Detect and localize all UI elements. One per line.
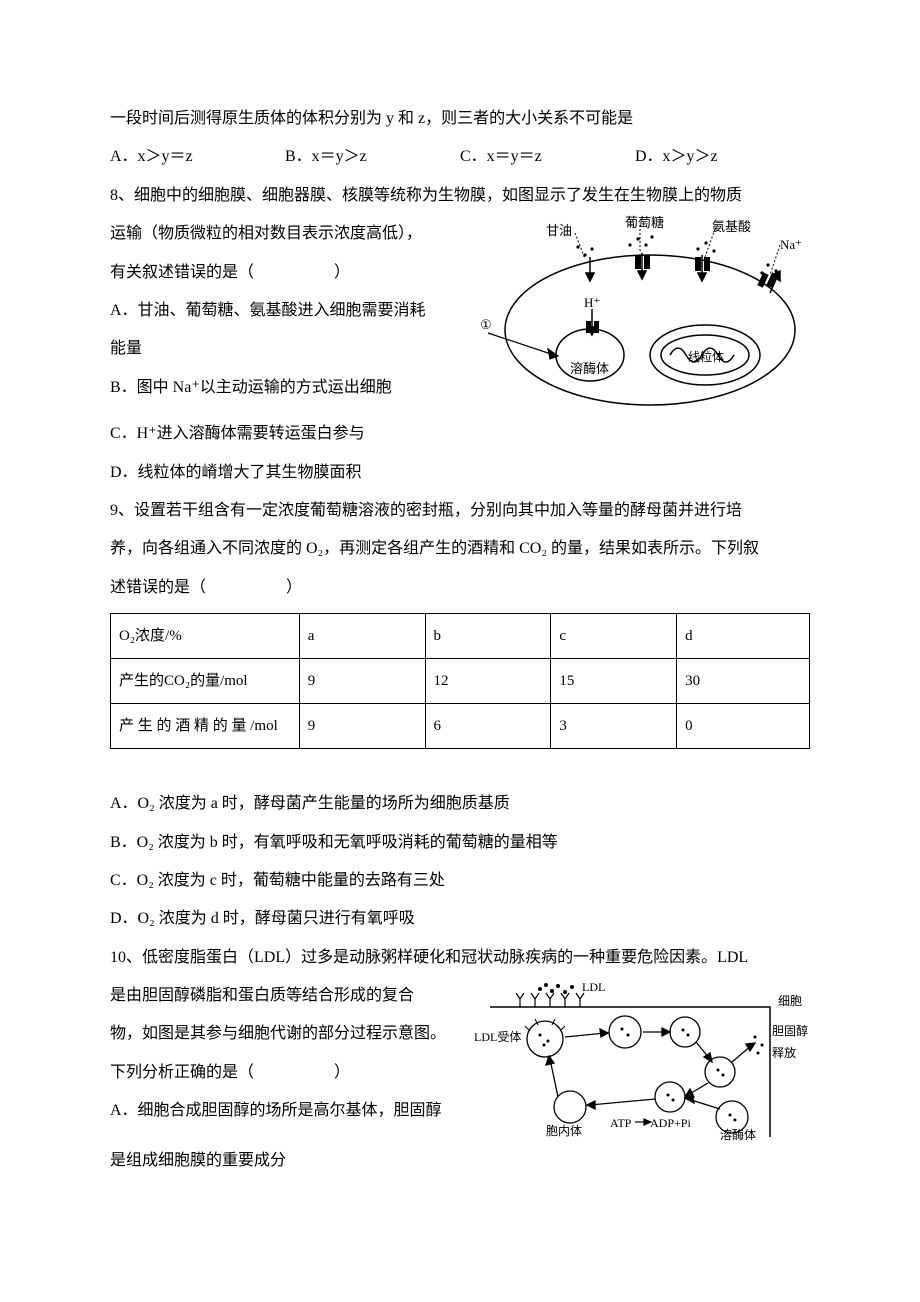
q10-stem-3: 物，如图是其参与细胞代谢的部分过程示意图。 [110, 1015, 470, 1053]
q9-opt-d: D．O₂ 浓度为 d 时，酵母菌只进行有氧呼吸 [110, 900, 810, 938]
label-ldl: LDL [582, 980, 605, 994]
q10-text-col: 是由胆固醇磷脂和蛋白质等结合形成的复合 物，如图是其参与细胞代谢的部分过程示意图… [110, 977, 470, 1131]
q9-r2-4: 0 [677, 704, 810, 749]
q10-block: 是由胆固醇磷脂和蛋白质等结合形成的复合 物，如图是其参与细胞代谢的部分过程示意图… [110, 977, 810, 1142]
q9-r2-2: 6 [425, 704, 551, 749]
q9-th-1: a [299, 614, 425, 659]
label-receptor: LDL受体 [474, 1030, 521, 1044]
label-mito: 线粒体 [688, 349, 724, 364]
label-atp: ATP [610, 1116, 632, 1130]
q9-th-4: d [677, 614, 810, 659]
q10-stem-1: 10、低密度脂蛋白（LDL）过多是动脉粥样硬化和冠状动脉疾病的一种重要危险因素。… [110, 939, 810, 977]
ldl-diagram-icon: LDL 细胞 LDL受体 胆固醇 释放 胞内体 ATP ADP+Pi 溶酶体 [470, 977, 810, 1142]
q9-r2-3: 3 [551, 704, 677, 749]
q10-figure: LDL 细胞 LDL受体 胆固醇 释放 胞内体 ATP ADP+Pi 溶酶体 [470, 977, 810, 1142]
q8-stem-1: 8、细胞中的细胞膜、细胞器膜、核膜等统称为生物膜，如图显示了发生在生物膜上的物质 [110, 177, 810, 215]
q8-opt-a-2: 能量 [110, 330, 480, 368]
label-glucose: 葡萄糖 [625, 215, 664, 230]
q9-th-3: c [551, 614, 677, 659]
q10-opt-a-1: A．细胞合成胆固醇的场所是高尔基体，胆固醇 [110, 1092, 470, 1130]
label-na: Na⁺ [780, 237, 802, 252]
q9-stem-3: 述错误的是（ ） [110, 569, 810, 607]
q9-r1-2: 12 [425, 659, 551, 704]
q9-r1-1: 9 [299, 659, 425, 704]
q9-opt-b: B．O₂ 浓度为 b 时，有氧呼吸和无氧呼吸消耗的葡萄糖的量相等 [110, 824, 810, 862]
label-chol: 胆固醇 [772, 1023, 808, 1038]
q7-opt-c: C．x＝y＝z [460, 138, 635, 176]
label-aa: 氨基酸 [712, 219, 751, 234]
label-lyso: 溶酶体 [570, 361, 609, 376]
q8-block: 运输（物质微粒的相对数目表示浓度高低）， 有关叙述错误的是（ ） A．甘油、葡萄… [110, 215, 810, 415]
q9-r1-0: 产生的CO₂的量/mol [111, 659, 300, 704]
spacer [110, 767, 810, 785]
q9-r1-3: 15 [551, 659, 677, 704]
label-adp: ADP+Pi [650, 1116, 691, 1130]
q9-th-2: b [425, 614, 551, 659]
q10-stem-4: 下列分析正确的是（ ） [110, 1054, 470, 1092]
q8-opt-c: C．H⁺进入溶酶体需要转运蛋白参与 [110, 415, 810, 453]
q8-opt-d: D．线粒体的嵴增大了其生物膜面积 [110, 454, 810, 492]
q9-r2-1: 9 [299, 704, 425, 749]
q10-stem-2: 是由胆固醇磷脂和蛋白质等结合形成的复合 [110, 977, 470, 1015]
table-row: 产生的CO₂的量/mol 9 12 15 30 [111, 659, 810, 704]
q8-stem-3: 有关叙述错误的是（ ） [110, 254, 480, 292]
label-lyso-10: 溶酶体 [720, 1127, 756, 1142]
q8-text-col: 运输（物质微粒的相对数目表示浓度高低）， 有关叙述错误的是（ ） A．甘油、葡萄… [110, 215, 480, 407]
q10-opt-a-2: 是组成细胞膜的重要成分 [110, 1142, 810, 1180]
label-release: 释放 [772, 1045, 796, 1060]
table-row: 产 生 的 酒 精 的 量 /mol 9 6 3 0 [111, 704, 810, 749]
q7-opt-a: A．x＞y＝z [110, 138, 285, 176]
q8-stem-2: 运输（物质微粒的相对数目表示浓度高低）， [110, 215, 480, 253]
label-endo: 胞内体 [546, 1124, 582, 1138]
q9-r2-0: 产 生 的 酒 精 的 量 /mol [111, 704, 300, 749]
q7-opt-b: B．x＝y＞z [285, 138, 460, 176]
label-h: H⁺ [584, 295, 600, 310]
q7-intro: 一段时间后测得原生质体的体积分别为 y 和 z，则三者的大小关系不可能是 [110, 100, 810, 138]
q8-opt-b: B．图中 Na⁺以主动运输的方式运出细胞 [110, 369, 480, 407]
q7-options: A．x＞y＝z B．x＝y＞z C．x＝y＝z D．x＞y＞z [110, 138, 810, 176]
q9-opt-c: C．O₂ 浓度为 c 时，葡萄糖中能量的去路有三处 [110, 862, 810, 900]
q9-opt-a: A．O₂ 浓度为 a 时，酵母菌产生能量的场所为细胞质基质 [110, 785, 810, 823]
q9-th-0: O₂浓度/% [111, 614, 300, 659]
q9-table: O₂浓度/% a b c d 产生的CO₂的量/mol 9 12 15 30 产… [110, 613, 810, 749]
q8-figure: ① 甘油 葡萄糖 氨基酸 Na⁺ H⁺ 溶酶体 线粒体 [480, 215, 810, 415]
q9-stem-1: 9、设置若干组含有一定浓度葡萄糖溶液的密封瓶，分别向其中加入等量的酵母菌并进行培 [110, 492, 810, 530]
q7-opt-d: D．x＞y＞z [635, 138, 810, 176]
q9-stem-2: 养，向各组通入不同浓度的 O₂，再测定各组产生的酒精和 CO₂ 的量，结果如表所… [110, 530, 810, 568]
table-row: O₂浓度/% a b c d [111, 614, 810, 659]
label-glycerol: 甘油 [546, 223, 572, 238]
label-1: ① [480, 317, 492, 332]
label-cell: 细胞 [778, 994, 802, 1008]
q9-r1-4: 30 [677, 659, 810, 704]
cell-diagram-icon: ① 甘油 葡萄糖 氨基酸 Na⁺ H⁺ 溶酶体 线粒体 [480, 215, 810, 415]
q8-opt-a-1: A．甘油、葡萄糖、氨基酸进入细胞需要消耗 [110, 292, 480, 330]
